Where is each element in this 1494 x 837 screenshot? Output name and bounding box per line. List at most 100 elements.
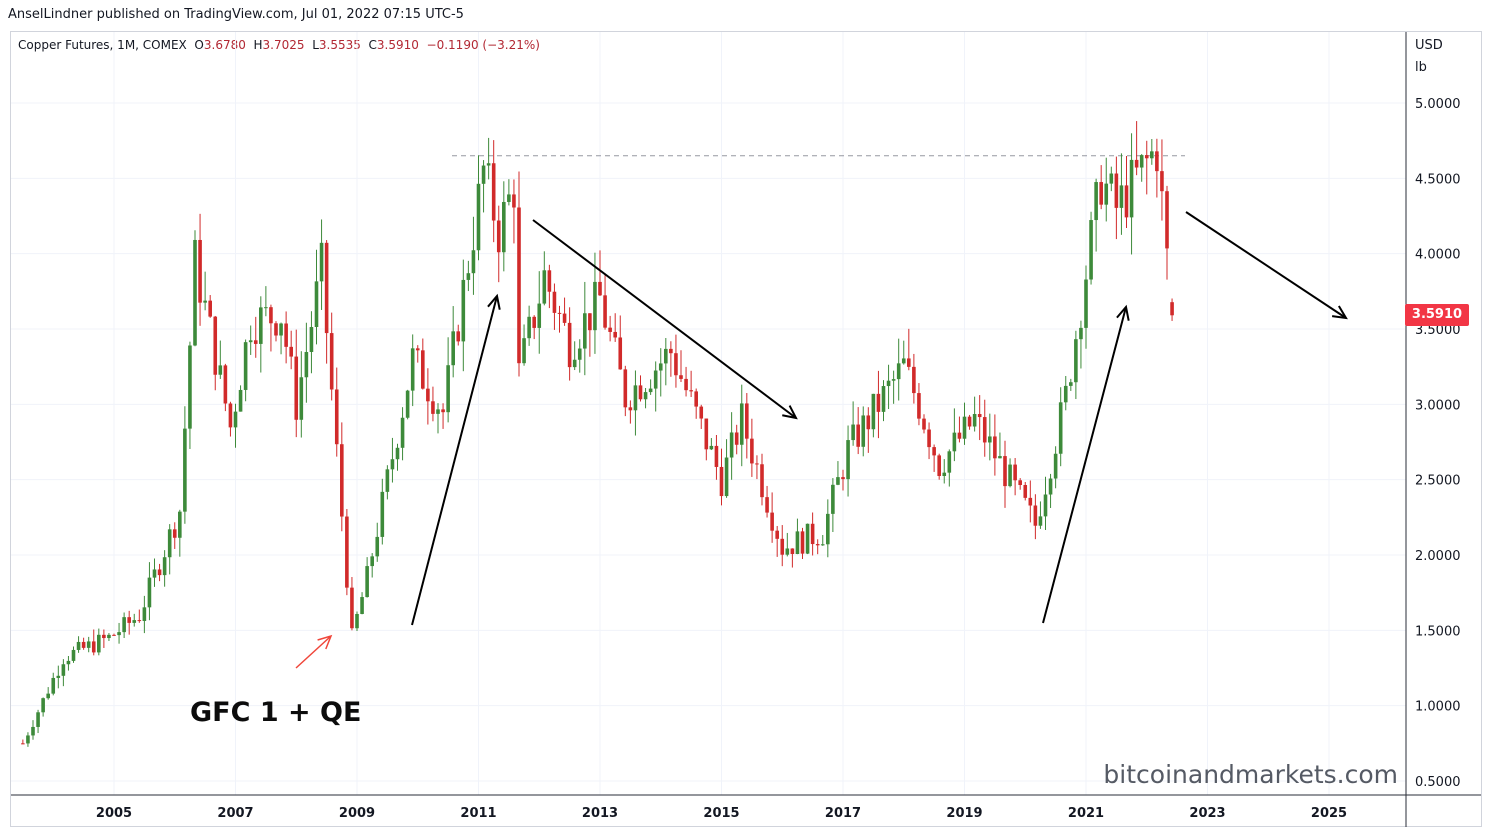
- candle-body: [957, 432, 962, 439]
- candle-body: [790, 548, 795, 555]
- candle-body: [269, 307, 273, 324]
- candle-body: [658, 363, 663, 371]
- candle-body: [1033, 505, 1038, 526]
- gfc-annotation: GFC 1 + QE: [190, 697, 362, 728]
- y-tick-label: 3.5000: [1415, 323, 1461, 338]
- candle-body: [755, 463, 759, 465]
- candle-body: [410, 348, 415, 391]
- x-tick-label: 2007: [217, 806, 253, 821]
- candle-body: [243, 342, 248, 390]
- candle-body: [1109, 173, 1114, 184]
- y-tick-label: 1.0000: [1415, 700, 1461, 715]
- candle-body: [982, 417, 987, 443]
- candle-body: [1150, 151, 1154, 159]
- candle-body: [41, 698, 45, 713]
- candle-body: [441, 409, 445, 413]
- candle-body: [1114, 173, 1119, 208]
- price-unit-lb: lb: [1415, 60, 1427, 75]
- candle-body: [334, 389, 339, 445]
- published-caption: AnselLindner published on TradingView.co…: [8, 7, 464, 22]
- candle-body: [147, 577, 152, 608]
- candle-body: [405, 390, 410, 418]
- candle-body: [1119, 185, 1124, 208]
- candle-body: [471, 250, 476, 274]
- candle-body: [927, 429, 931, 448]
- low-label: L: [312, 38, 319, 52]
- candle-body: [127, 617, 131, 623]
- candle-body: [112, 634, 116, 636]
- candle-body: [704, 418, 709, 450]
- candle-body: [810, 523, 815, 545]
- candle-body: [132, 620, 137, 623]
- candle-body: [679, 375, 683, 379]
- candle-body: [238, 389, 243, 412]
- candle-body: [881, 386, 886, 412]
- candle-body: [876, 393, 881, 412]
- y-tick-label: 0.5000: [1415, 775, 1461, 790]
- candle-body: [218, 365, 223, 375]
- candle-body: [162, 557, 167, 576]
- x-tick-label: 2009: [339, 806, 375, 821]
- candle-body: [664, 348, 668, 364]
- candle-body: [486, 163, 491, 166]
- candle-body: [208, 300, 212, 317]
- trend-arrow-down-2011-head: [782, 405, 798, 420]
- candle-body: [729, 432, 734, 458]
- candle-body: [1134, 159, 1139, 168]
- trend-arrow-down-2022-head: [1331, 305, 1348, 320]
- candle-body: [71, 649, 76, 661]
- candle-body: [593, 281, 597, 331]
- candle-body: [507, 194, 511, 202]
- candle-body: [643, 392, 648, 400]
- open-label: O: [194, 38, 204, 52]
- candle-body: [1139, 155, 1144, 168]
- x-tick-label: 2021: [1068, 806, 1104, 821]
- candle-body: [1155, 151, 1159, 172]
- candle-body: [431, 401, 435, 414]
- candle-body: [319, 242, 324, 282]
- candle-body: [304, 351, 309, 378]
- candle-body: [760, 464, 764, 498]
- candle-body: [26, 735, 30, 744]
- candle-body: [805, 523, 810, 554]
- candle-body: [152, 569, 157, 578]
- candle-body: [1038, 516, 1043, 526]
- last-price-tag: 3.5910: [1405, 304, 1469, 326]
- x-tick-label: 2023: [1189, 806, 1225, 821]
- candle-body: [415, 348, 420, 351]
- candle-body: [340, 444, 344, 517]
- candle-body: [142, 607, 147, 621]
- candle-body: [446, 365, 450, 413]
- candle-body: [56, 675, 61, 678]
- candle-body: [370, 556, 374, 567]
- candle-body: [345, 516, 349, 588]
- candle-body: [552, 291, 557, 313]
- candle-body: [461, 279, 466, 342]
- candle-body: [562, 313, 567, 323]
- candle-body: [739, 403, 744, 445]
- trend-arrow-up-2009-head: [487, 293, 501, 310]
- candle-body: [178, 511, 182, 538]
- x-tick-label: 2017: [825, 806, 861, 821]
- candle-body: [967, 416, 972, 427]
- candle-body: [107, 634, 111, 639]
- candle-body: [694, 391, 698, 407]
- candle-body: [537, 303, 542, 328]
- watermark: bitcoinandmarkets.com: [1103, 760, 1398, 789]
- candle-body: [917, 393, 921, 419]
- trend-arrow-down-2011: [532, 219, 797, 419]
- candle-body: [750, 438, 754, 464]
- candle-body: [36, 712, 40, 727]
- candle-body: [871, 393, 876, 430]
- candle-body: [1170, 302, 1174, 316]
- candle-body: [567, 322, 572, 368]
- x-tick-label: 2013: [582, 806, 618, 821]
- candle-body: [233, 411, 238, 428]
- candle-body: [385, 469, 390, 492]
- candle-body: [628, 407, 633, 411]
- candle-body: [800, 531, 805, 554]
- candle-body: [699, 406, 704, 419]
- candle-body: [375, 536, 380, 557]
- candle-body: [856, 424, 860, 447]
